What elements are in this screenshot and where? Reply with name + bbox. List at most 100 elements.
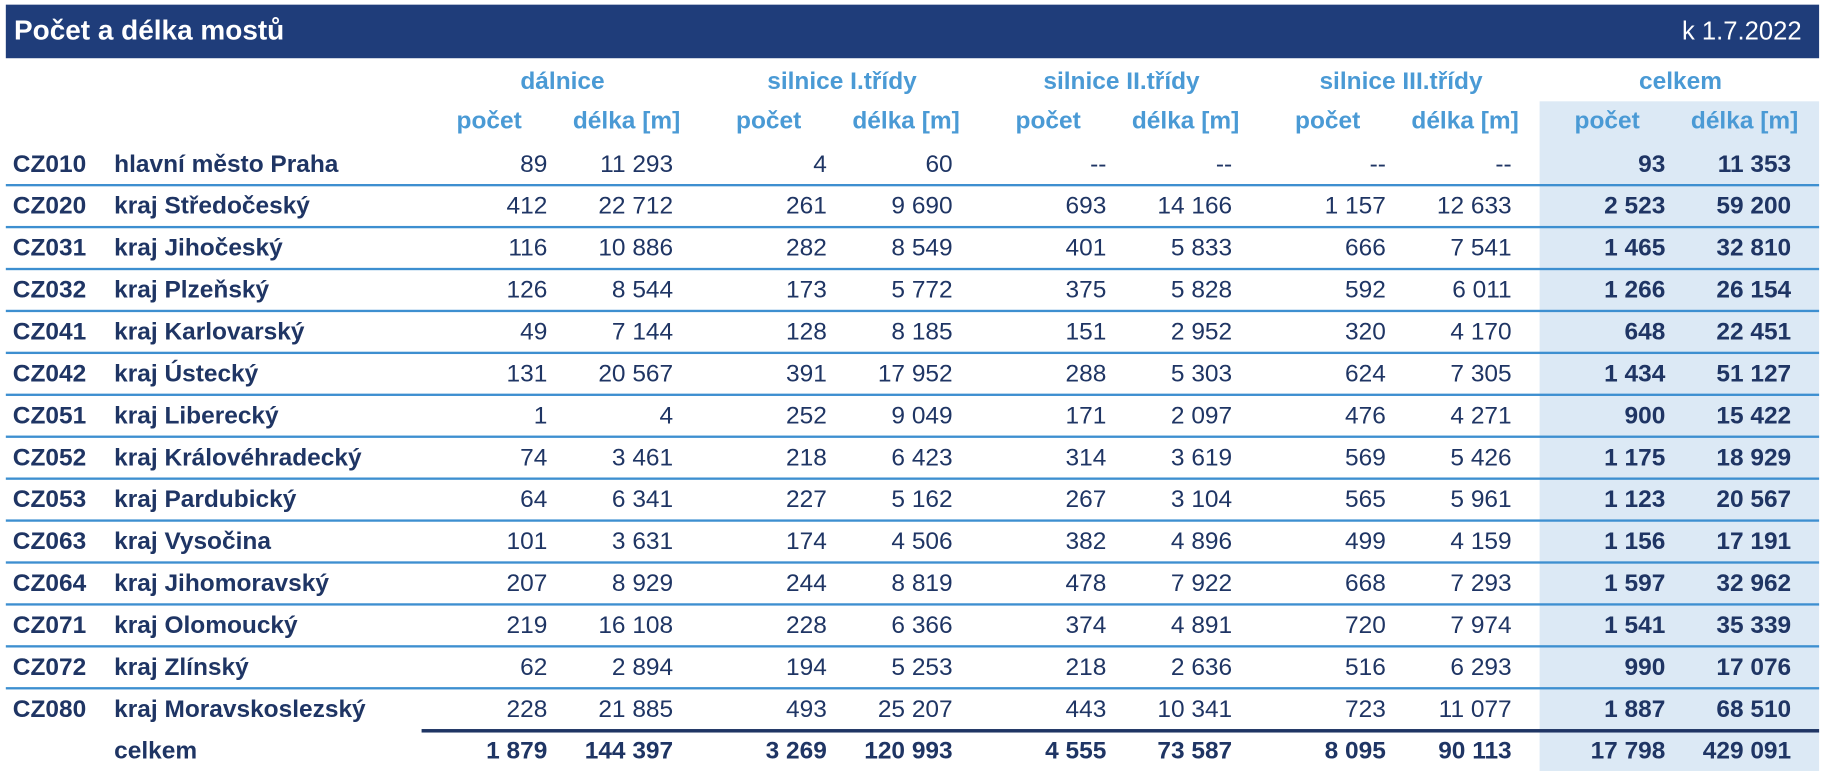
- cell: 171: [1065, 402, 1107, 430]
- cell: 7 144: [611, 318, 674, 346]
- cell: 288: [1065, 360, 1107, 388]
- cell: 493: [786, 695, 827, 723]
- cell: 5 772: [891, 276, 953, 304]
- cell: 101: [506, 528, 548, 555]
- cell: 5 253: [891, 653, 953, 681]
- cell: 219: [506, 611, 548, 639]
- region-code: CZ064: [12, 570, 87, 597]
- cell: 218: [786, 444, 827, 472]
- cell: 282: [786, 234, 827, 262]
- cell: 569: [1345, 444, 1386, 472]
- cell: 228: [506, 695, 548, 723]
- region-code: CZ010: [12, 150, 87, 178]
- cell: 374: [1065, 611, 1107, 639]
- cell: 10 886: [598, 234, 674, 262]
- cell: 8 185: [891, 318, 953, 346]
- cell: 401: [1065, 234, 1107, 262]
- column-header: délka [m]: [852, 107, 960, 135]
- cell: 720: [1345, 611, 1386, 639]
- region-code: CZ053: [12, 486, 87, 514]
- cell: 62: [520, 653, 548, 681]
- row-separator: [5, 184, 1820, 187]
- region-code: CZ071: [12, 611, 87, 639]
- cell: 1 887: [1604, 695, 1666, 723]
- cell: 207: [506, 570, 548, 597]
- region-code: CZ041: [12, 318, 87, 346]
- cell: 1 597: [1604, 570, 1666, 597]
- region-code: CZ072: [12, 653, 87, 681]
- cell: 4 159: [1450, 528, 1512, 555]
- cell: 173: [786, 276, 827, 304]
- region-name: kraj Liberecký: [114, 402, 279, 430]
- cell: 6 423: [891, 444, 953, 472]
- cell: 17 952: [877, 360, 953, 388]
- cell: 93: [1638, 150, 1666, 178]
- cell: 218: [1065, 653, 1107, 681]
- column-header: počet: [456, 107, 522, 135]
- cell: 4 891: [1170, 611, 1233, 639]
- cell: 476: [1345, 402, 1386, 430]
- region-name: kraj Vysočina: [114, 528, 271, 555]
- cell: 11 293: [600, 150, 674, 178]
- cell: 7 293: [1450, 570, 1512, 597]
- region-name: kraj Královéhradecký: [114, 444, 362, 472]
- cell: 174: [786, 528, 827, 555]
- cell: 14 166: [1157, 192, 1233, 220]
- cell: 228: [786, 611, 827, 639]
- total-label: celkem: [114, 737, 198, 765]
- row-separator: [5, 519, 1820, 522]
- group-header: silnice I.třídy: [767, 68, 917, 95]
- region-name: kraj Jihočeský: [114, 234, 283, 262]
- cell: 391: [786, 360, 827, 388]
- cell: 478: [1065, 570, 1107, 597]
- cell: 26 154: [1716, 276, 1792, 304]
- cell: 4 271: [1450, 402, 1512, 430]
- cell: 1 434: [1604, 360, 1666, 388]
- cell: 3 104: [1170, 486, 1233, 514]
- cell: 2 097: [1170, 402, 1233, 430]
- cell: 6 366: [891, 611, 953, 639]
- cell: --: [1495, 150, 1512, 178]
- cell: 64: [520, 486, 548, 514]
- region-code: CZ052: [12, 444, 87, 472]
- cell: 3 461: [611, 444, 674, 472]
- cell: 20 567: [598, 360, 674, 388]
- cell: 68 510: [1716, 695, 1792, 723]
- total-cell: 73 587: [1157, 737, 1233, 765]
- cell: 382: [1065, 528, 1107, 555]
- cell: 194: [786, 653, 827, 681]
- cell: 3 631: [611, 528, 674, 555]
- cell: 22 712: [598, 192, 674, 220]
- cell: 35 339: [1716, 611, 1792, 639]
- cell: 1: [533, 402, 548, 430]
- cell: 723: [1345, 695, 1386, 723]
- total-cell: 17 798: [1590, 737, 1666, 765]
- cell: 60: [925, 150, 953, 178]
- cell: 89: [520, 150, 548, 178]
- cell: 5 828: [1170, 276, 1233, 304]
- cell: 51 127: [1716, 360, 1792, 388]
- cell: 11 353: [1717, 150, 1792, 178]
- cell: 624: [1345, 360, 1386, 388]
- cell: 693: [1065, 192, 1107, 220]
- cell: 5 961: [1450, 486, 1512, 514]
- cell: 5 833: [1170, 234, 1233, 262]
- cell: 314: [1065, 444, 1107, 472]
- cell: 592: [1345, 276, 1386, 304]
- cell: 648: [1624, 318, 1666, 346]
- region-name: kraj Zlínský: [114, 653, 249, 681]
- cell: 17 076: [1716, 653, 1792, 681]
- region-name: kraj Jihomoravský: [114, 570, 329, 597]
- cell: 12 633: [1436, 192, 1512, 220]
- row-separator: [5, 309, 1820, 313]
- cell: 565: [1345, 486, 1386, 514]
- row-separator: [5, 435, 1820, 438]
- title-bar: [5, 4, 1820, 59]
- cell: 7 305: [1450, 360, 1512, 388]
- row-separator: [5, 645, 1820, 648]
- cell: 1 465: [1604, 234, 1666, 262]
- cell: 6 011: [1452, 276, 1512, 304]
- group-header: dálnice: [520, 68, 605, 95]
- column-header: délka [m]: [1411, 107, 1519, 135]
